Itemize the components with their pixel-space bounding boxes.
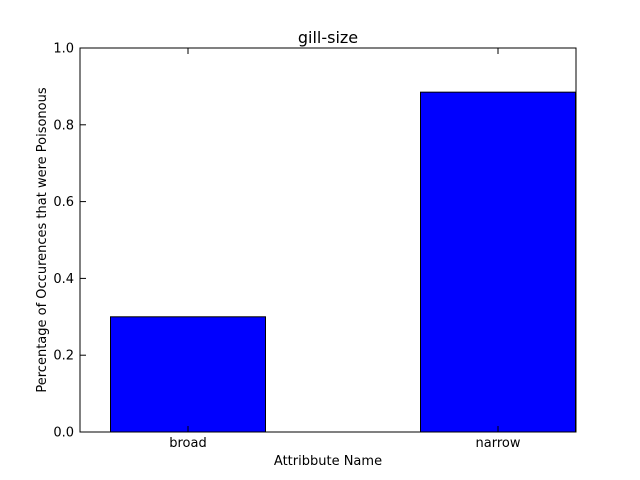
x-axis-label: Attribbute Name: [274, 454, 382, 469]
y-tick-label: 0.0: [53, 426, 74, 441]
bar-broad: [110, 316, 266, 433]
bar-narrow: [420, 91, 576, 433]
chart-title: gill-size: [298, 28, 358, 47]
plot-area-frame: [79, 47, 577, 433]
x-tick-label-narrow: narrow: [476, 436, 521, 451]
y-tick-label: 0.6: [53, 195, 74, 210]
bars: [110, 91, 576, 433]
x-axis-ticks: broad narrow: [169, 48, 521, 451]
y-tick-label: 0.4: [53, 272, 74, 287]
y-axis-label: Percentage of Occurences that were Poiso…: [35, 87, 50, 392]
y-tick-label: 1.0: [53, 42, 74, 57]
y-tick-label: 0.8: [53, 118, 74, 133]
x-tick-label-broad: broad: [169, 436, 206, 451]
y-tick-label: 0.2: [53, 349, 74, 364]
